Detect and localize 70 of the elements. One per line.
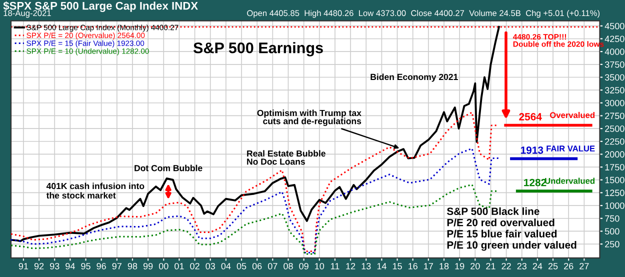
annotation: Dot Com Bubble	[134, 164, 202, 172]
y-tick-label: 1750	[605, 164, 624, 170]
x-tick-label: 27	[580, 262, 589, 270]
x-tick-label: 23	[517, 262, 526, 270]
x-tick-label: 98	[128, 262, 138, 270]
x-tick-label: 08	[284, 262, 293, 270]
x-tick-label: 09	[299, 262, 308, 270]
x-tick-label: 03	[206, 262, 215, 270]
x-tick-label: 25	[548, 262, 558, 270]
y-tick-label: 3750	[604, 61, 624, 68]
annotation: 1913	[520, 146, 544, 154]
x-tick-label: 11	[330, 263, 340, 270]
x-tick-label: 15	[392, 263, 402, 270]
x-tick-label: 02	[190, 262, 200, 270]
x-tick-label: 95	[81, 262, 90, 270]
text: S&P 500 Earnings	[193, 42, 323, 56]
ref-line-label: FAIR VALUE	[546, 146, 595, 152]
x-tick-label: 06	[252, 262, 262, 270]
annotation: Real Estate Bubble No Doc Loans	[247, 150, 326, 165]
x-tick-label: 20	[470, 262, 480, 270]
annotation: 2564	[519, 113, 542, 120]
y-tick-label: 4500	[604, 22, 624, 30]
x-tick-label: 24	[532, 262, 542, 270]
x-tick-label: 26	[564, 262, 574, 270]
x-tick-label: 05	[236, 262, 246, 270]
x-tick-label: 96	[96, 262, 106, 270]
y-tick-label: 1500	[605, 176, 624, 184]
x-tick-label: 18	[440, 262, 449, 270]
x-tick-label: 21	[486, 262, 496, 270]
x-tick-label: 99	[143, 262, 153, 270]
annotation: Biden Economy 2021	[370, 74, 458, 82]
x-tick-label: 22	[502, 262, 511, 270]
x-tick-label: 17	[424, 263, 433, 270]
x-tick-label: 04	[221, 262, 231, 270]
x-tick-label: 14	[377, 263, 386, 270]
x-tick-label: 16	[408, 262, 418, 270]
y-tick-label: 750	[605, 215, 620, 222]
y-tick-label: 3250	[604, 87, 624, 94]
ref-line-label: Overvalued	[550, 112, 594, 118]
x-tick-label: 00	[158, 262, 168, 270]
y-tick-label: 1000	[605, 202, 624, 209]
y-tick-label: 4000	[604, 48, 624, 55]
y-tick-label: 2250	[605, 138, 624, 145]
x-tick-label: 94	[66, 262, 75, 270]
y-tick-label: 1250	[605, 190, 624, 196]
chart-subtitle: 18-Aug-2021	[4, 10, 51, 18]
y-tick-label: 2500	[605, 126, 624, 132]
y-tick-label: 500	[604, 228, 620, 235]
annotation: 401K cash infusion into the stock market	[46, 182, 144, 199]
x-tick-label: 12	[346, 262, 356, 270]
x-tick-label: 10	[315, 262, 324, 270]
y-tick-label: 250	[605, 240, 620, 248]
y-tick-label: 2750	[605, 112, 624, 120]
annotation: S&P 500 Black line P/E 20 red overvalued P/E 15 blue fair valued P/E 10 green under valued	[446, 207, 576, 251]
annotation: Optimism with Trump tax cuts and de-regulations	[257, 110, 362, 126]
annotation: 1282	[524, 178, 546, 186]
ref-line-label: Undervalued	[545, 178, 594, 184]
y-tick-label: 3500	[604, 74, 624, 81]
x-tick-label: 01	[174, 262, 184, 270]
x-tick-label: 07	[268, 262, 278, 270]
x-tick-label: 91	[18, 262, 28, 270]
x-tick-label: 97	[112, 262, 122, 270]
x-tick-label: 19	[455, 262, 464, 270]
y-tick-label: 3000	[604, 100, 624, 106]
x-tick-label: 92	[34, 262, 44, 270]
text: Open 4405.85 High 4480.26 Low 4373.00 Close 4400.27 Volume 24.5B Chg +5.01 (+0.11%)	[247, 10, 600, 18]
y-tick-label: 4250	[604, 36, 624, 42]
y-tick-label: 2000	[605, 151, 624, 158]
x-tick-label: 13	[362, 262, 371, 270]
x-tick-label: 93	[50, 262, 60, 270]
